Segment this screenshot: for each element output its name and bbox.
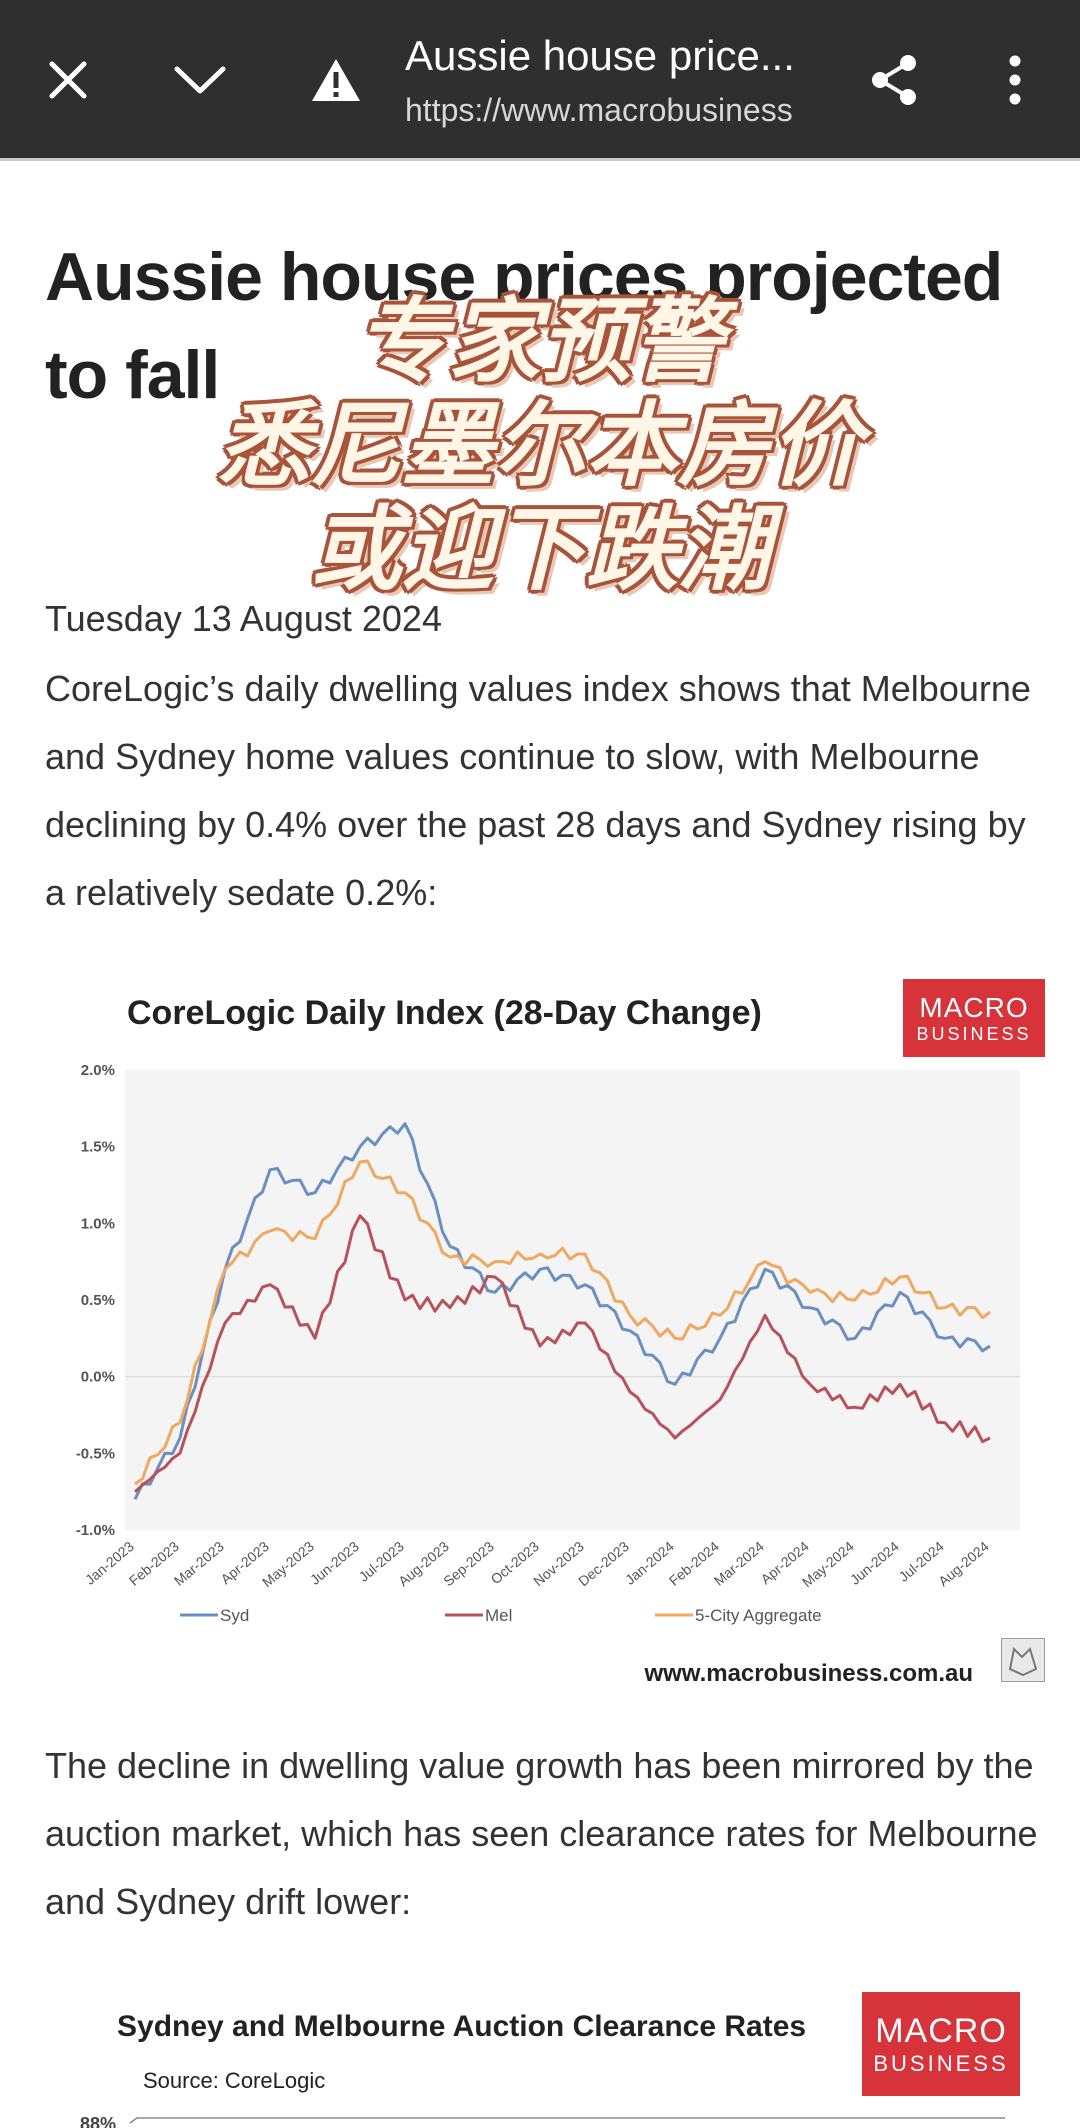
series-line-mel xyxy=(134,1214,991,1493)
y-tick-label: 1.0% xyxy=(81,1215,115,1232)
x-tick-label: Sep-2023 xyxy=(440,1538,497,1589)
article-paragraph-1: CoreLogic’s daily dwelling values index … xyxy=(45,668,1031,913)
x-tick-label: Mar-2024 xyxy=(711,1538,767,1589)
chart2-title: Sydney and Melbourne Auction Clearance R… xyxy=(117,2010,807,2043)
caption-line-3: 或迎下跌潮 xyxy=(309,496,770,603)
y-tick-label: 1.5% xyxy=(81,1139,115,1156)
x-tick-label: Mar-2023 xyxy=(171,1538,227,1589)
page-title-bar[interactable]: Aussie house price... xyxy=(405,32,795,79)
more-vert-icon[interactable] xyxy=(975,40,1055,120)
macrobusiness-logo-2: MACRO BUSINESS xyxy=(862,1992,1020,2096)
caption-line-1: 专家预警 xyxy=(355,288,724,395)
x-tick-label: Jun-2023 xyxy=(307,1538,362,1588)
x-tick-label: Jun-2024 xyxy=(847,1538,902,1588)
y-tick-label: 2.0% xyxy=(81,1062,115,1079)
toolbar-divider xyxy=(0,158,1080,161)
macrobusiness-logo: MACRO BUSINESS xyxy=(903,979,1045,1057)
site-mascot-icon xyxy=(1001,1638,1045,1682)
caption-overlay: 专家预警 悉尼墨尔本房价 或迎下跌潮 xyxy=(130,290,950,602)
chart2-y-tick: 88% xyxy=(80,2114,117,2128)
chart2-source: Source: CoreLogic xyxy=(143,2068,326,2093)
caption-line-2: 悉尼墨尔本房价 xyxy=(217,392,862,499)
x-tick-label: Dec-2023 xyxy=(575,1538,632,1589)
corelogic-chart: CoreLogic Daily Index (28-Day Change) MA… xyxy=(45,960,1045,1690)
chart-site-url: www.macrobusiness.com.au xyxy=(644,1660,973,1687)
clearance-chart: Sydney and Melbourne Auction Clearance R… xyxy=(45,1980,1045,2128)
chart-plot: 2.0%1.5%1.0%0.5%0.0%-0.5%-1.0%Jan-2023Fe… xyxy=(76,1062,1020,1625)
legend-label: Mel xyxy=(485,1606,512,1625)
series-line-syd xyxy=(133,1122,991,1500)
x-tick-label: Aug-2024 xyxy=(935,1538,992,1589)
browser-toolbar: Aussie house price... https://www.macrob… xyxy=(0,0,1080,158)
article-headline: Aussie house prices projected to fall xyxy=(45,239,1003,413)
page-url[interactable]: https://www.macrobusiness xyxy=(405,92,793,128)
y-tick-label: 0.0% xyxy=(81,1369,115,1386)
series-line-5-city-aggregate xyxy=(134,1159,991,1486)
legend-label: 5-City Aggregate xyxy=(695,1606,822,1625)
share-icon[interactable] xyxy=(854,40,934,120)
close-icon[interactable] xyxy=(28,40,108,120)
y-tick-label: -0.5% xyxy=(76,1445,115,1462)
legend-label: Syd xyxy=(220,1606,249,1625)
y-tick-label: -1.0% xyxy=(76,1522,115,1539)
warning-icon[interactable] xyxy=(296,40,376,120)
y-tick-label: 0.5% xyxy=(81,1292,115,1309)
chevron-down-icon[interactable] xyxy=(160,40,240,120)
plot-area xyxy=(125,1070,1020,1530)
article-paragraph-2: The decline in dwelling value growth has… xyxy=(45,1745,1038,1922)
chart2-axis xyxy=(129,2117,1005,2124)
chart-title: CoreLogic Daily Index (28-Day Change) xyxy=(127,994,762,1032)
article-date: Tuesday 13 August 2024 xyxy=(45,598,442,639)
